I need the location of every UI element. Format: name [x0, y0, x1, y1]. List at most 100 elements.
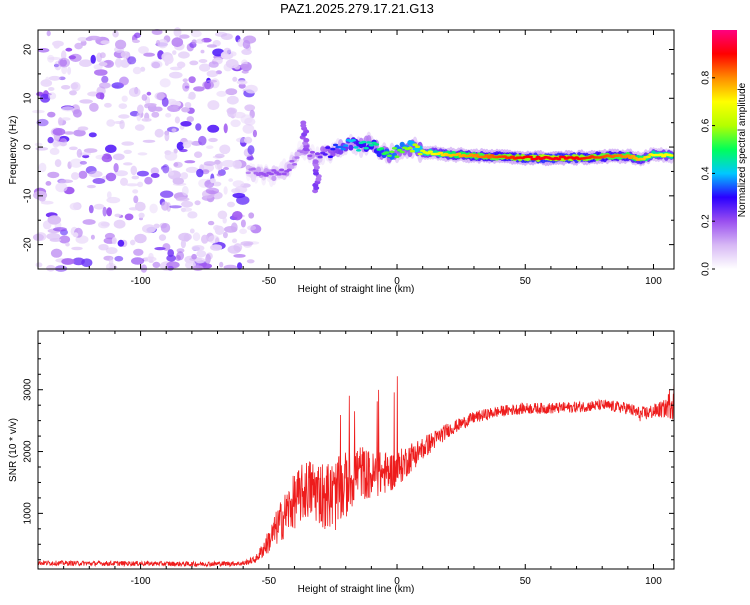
- noise-blob: [160, 223, 171, 233]
- noise-blob: [127, 56, 137, 65]
- snr-x-tick-label: -100: [131, 576, 151, 587]
- noise-blob: [61, 117, 71, 121]
- noise-blob: [240, 63, 250, 69]
- noise-blob: [210, 244, 223, 251]
- noise-blob: [160, 190, 174, 198]
- noise-blob: [106, 191, 112, 199]
- noise-blob: [79, 160, 87, 165]
- noise-blob: [63, 131, 75, 135]
- noise-blob: [106, 207, 112, 217]
- noise-blob: [98, 221, 110, 229]
- noise-blob: [118, 114, 130, 119]
- noise-blob: [154, 128, 164, 138]
- noise-blob: [168, 171, 175, 176]
- track-cell: [361, 140, 367, 144]
- noise-blob: [205, 187, 220, 195]
- track-cell: [412, 143, 418, 146]
- noise-blob: [189, 60, 199, 66]
- noise-blob: [174, 116, 180, 124]
- noise-blob: [182, 141, 192, 149]
- noise-blob: [134, 201, 146, 212]
- noise-blob: [208, 137, 218, 143]
- spectrogram-x-tick-label: -100: [131, 276, 151, 287]
- noise-blob: [200, 49, 205, 54]
- track-cell: [286, 168, 292, 172]
- snr-x-ticks: -100 -50 0 50 100: [37, 331, 662, 587]
- track-cell: [389, 150, 395, 154]
- noise-blob: [187, 211, 198, 219]
- track-cell: [271, 175, 277, 182]
- noise-blob: [120, 177, 128, 186]
- noise-blob: [72, 232, 79, 238]
- noise-blob: [132, 66, 142, 75]
- noise-blob: [47, 136, 54, 144]
- noise-blob: [244, 104, 256, 112]
- noise-blob: [38, 162, 47, 173]
- noise-blob: [180, 239, 186, 249]
- noise-blob: [162, 164, 170, 174]
- snr-y-ticks: 1000 2000 3000: [23, 342, 674, 561]
- noise-blob: [176, 61, 186, 69]
- noise-blob: [115, 58, 122, 68]
- noise-blob: [133, 195, 139, 204]
- track-cell: [307, 154, 313, 158]
- noise-blob: [188, 76, 196, 84]
- track-cell: [348, 144, 354, 151]
- noise-blob: [118, 103, 128, 109]
- colorbar-tick-label: 0.2: [701, 214, 712, 228]
- noise-blob: [79, 99, 93, 104]
- noise-blob: [48, 87, 55, 91]
- track-cell: [486, 156, 492, 159]
- spectrogram-y-tick-label: 10: [23, 92, 34, 104]
- noise-blob: [192, 265, 204, 271]
- noise-blob: [154, 92, 165, 100]
- noise-blob: [207, 124, 220, 133]
- snr-y-tick-label: 2000: [23, 440, 34, 463]
- noise-blob: [71, 246, 83, 251]
- track-cell: [394, 155, 400, 158]
- noise-blob: [191, 245, 205, 252]
- noise-blob: [37, 48, 50, 53]
- spectrogram-noise-layer: [32, 27, 262, 273]
- noise-blob: [202, 80, 214, 90]
- noise-blob: [175, 255, 181, 261]
- noise-blob: [53, 227, 67, 232]
- noise-blob: [206, 44, 217, 48]
- noise-blob: [232, 211, 243, 221]
- noise-blob: [227, 201, 235, 208]
- noise-blob: [161, 201, 169, 211]
- track-cell: [322, 153, 328, 156]
- noise-blob: [133, 248, 144, 256]
- track-cell: [309, 150, 315, 154]
- noise-blob: [141, 94, 148, 101]
- noise-blob: [102, 206, 107, 217]
- track-cell: [630, 154, 636, 158]
- noise-blob: [181, 200, 194, 208]
- snr-x-tick-label: 100: [645, 576, 662, 587]
- noise-blob: [195, 123, 202, 131]
- noise-blob: [39, 93, 51, 103]
- track-cell: [325, 146, 331, 149]
- noise-blob: [45, 181, 52, 186]
- noise-blob: [237, 262, 243, 270]
- track-cell: [366, 141, 372, 144]
- colorbar-tick-label: 0.6: [701, 118, 712, 132]
- noise-blob: [231, 188, 241, 194]
- noise-blob: [233, 111, 246, 119]
- noise-blob: [124, 213, 134, 221]
- noise-blob: [114, 170, 128, 177]
- noise-blob: [104, 102, 112, 108]
- noise-blob: [172, 50, 177, 55]
- noise-blob: [188, 91, 196, 100]
- noise-blob: [226, 107, 238, 115]
- noise-blob: [182, 78, 188, 83]
- noise-blob: [50, 248, 63, 258]
- spectrogram-y-ticks: 20 10 0 -10 -20: [23, 44, 674, 270]
- noise-blob: [38, 196, 46, 202]
- track-cell: [353, 146, 359, 149]
- noise-blob: [150, 173, 160, 178]
- noise-blob: [247, 145, 255, 155]
- noise-blob: [47, 171, 60, 179]
- track-cell: [279, 168, 285, 172]
